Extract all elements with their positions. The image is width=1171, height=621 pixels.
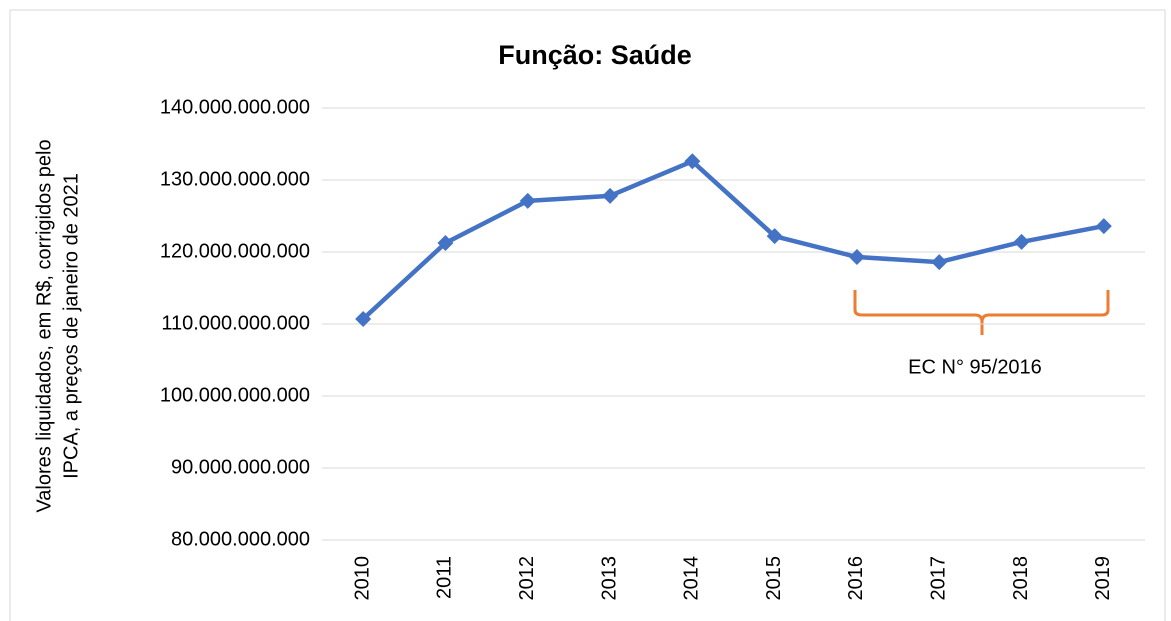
data-point <box>602 187 619 204</box>
y-tick-label: 130.000.000.000 <box>160 168 310 190</box>
y-axis-title: Valores liquidados, em R$, corrigidos pe… <box>33 139 82 512</box>
data-point <box>1095 218 1112 235</box>
x-tick-label: 2014 <box>681 556 703 601</box>
y-tick-label: 100.000.000.000 <box>160 384 310 406</box>
y-tick-label: 110.000.000.000 <box>161 312 310 334</box>
y-tick-label: 90.000.000.000 <box>171 456 310 478</box>
data-point <box>519 192 536 209</box>
x-tick-label: 2010 <box>351 556 373 601</box>
data-point <box>355 310 372 327</box>
data-point <box>848 249 865 266</box>
annotation-brace <box>853 290 1110 335</box>
x-tick-label: 2011 <box>434 556 456 599</box>
x-tick-label: 2019 <box>1092 556 1114 601</box>
data-point <box>1013 233 1030 250</box>
x-tick-label: 2015 <box>763 556 785 601</box>
y-tick-label: 120.000.000.000 <box>160 240 310 262</box>
data-point <box>437 235 454 251</box>
chart-border <box>9 9 1166 621</box>
y-tick-label: 80.000.000.000 <box>171 528 310 550</box>
y-axis-title-line: IPCA, a preços de janeiro de 2021 <box>60 173 82 479</box>
x-tick-label: 2016 <box>845 556 867 601</box>
x-tick-label: 2013 <box>598 556 620 601</box>
data-point <box>766 228 783 245</box>
y-tick-label: 140.000.000.000 <box>160 96 310 118</box>
data-point <box>931 254 948 271</box>
line-series <box>361 159 1105 321</box>
x-tick-label: 2018 <box>1010 556 1032 601</box>
annotation: EC N° 95/2016 <box>908 356 1042 378</box>
x-tick-label: 2012 <box>516 556 538 601</box>
chart-title: Função: Saúde <box>498 40 692 70</box>
y-axis-title-line: Valores liquidados, em R$, corrigidos pe… <box>33 139 55 512</box>
data-point <box>684 153 701 170</box>
x-tick-label: 2017 <box>928 556 950 601</box>
